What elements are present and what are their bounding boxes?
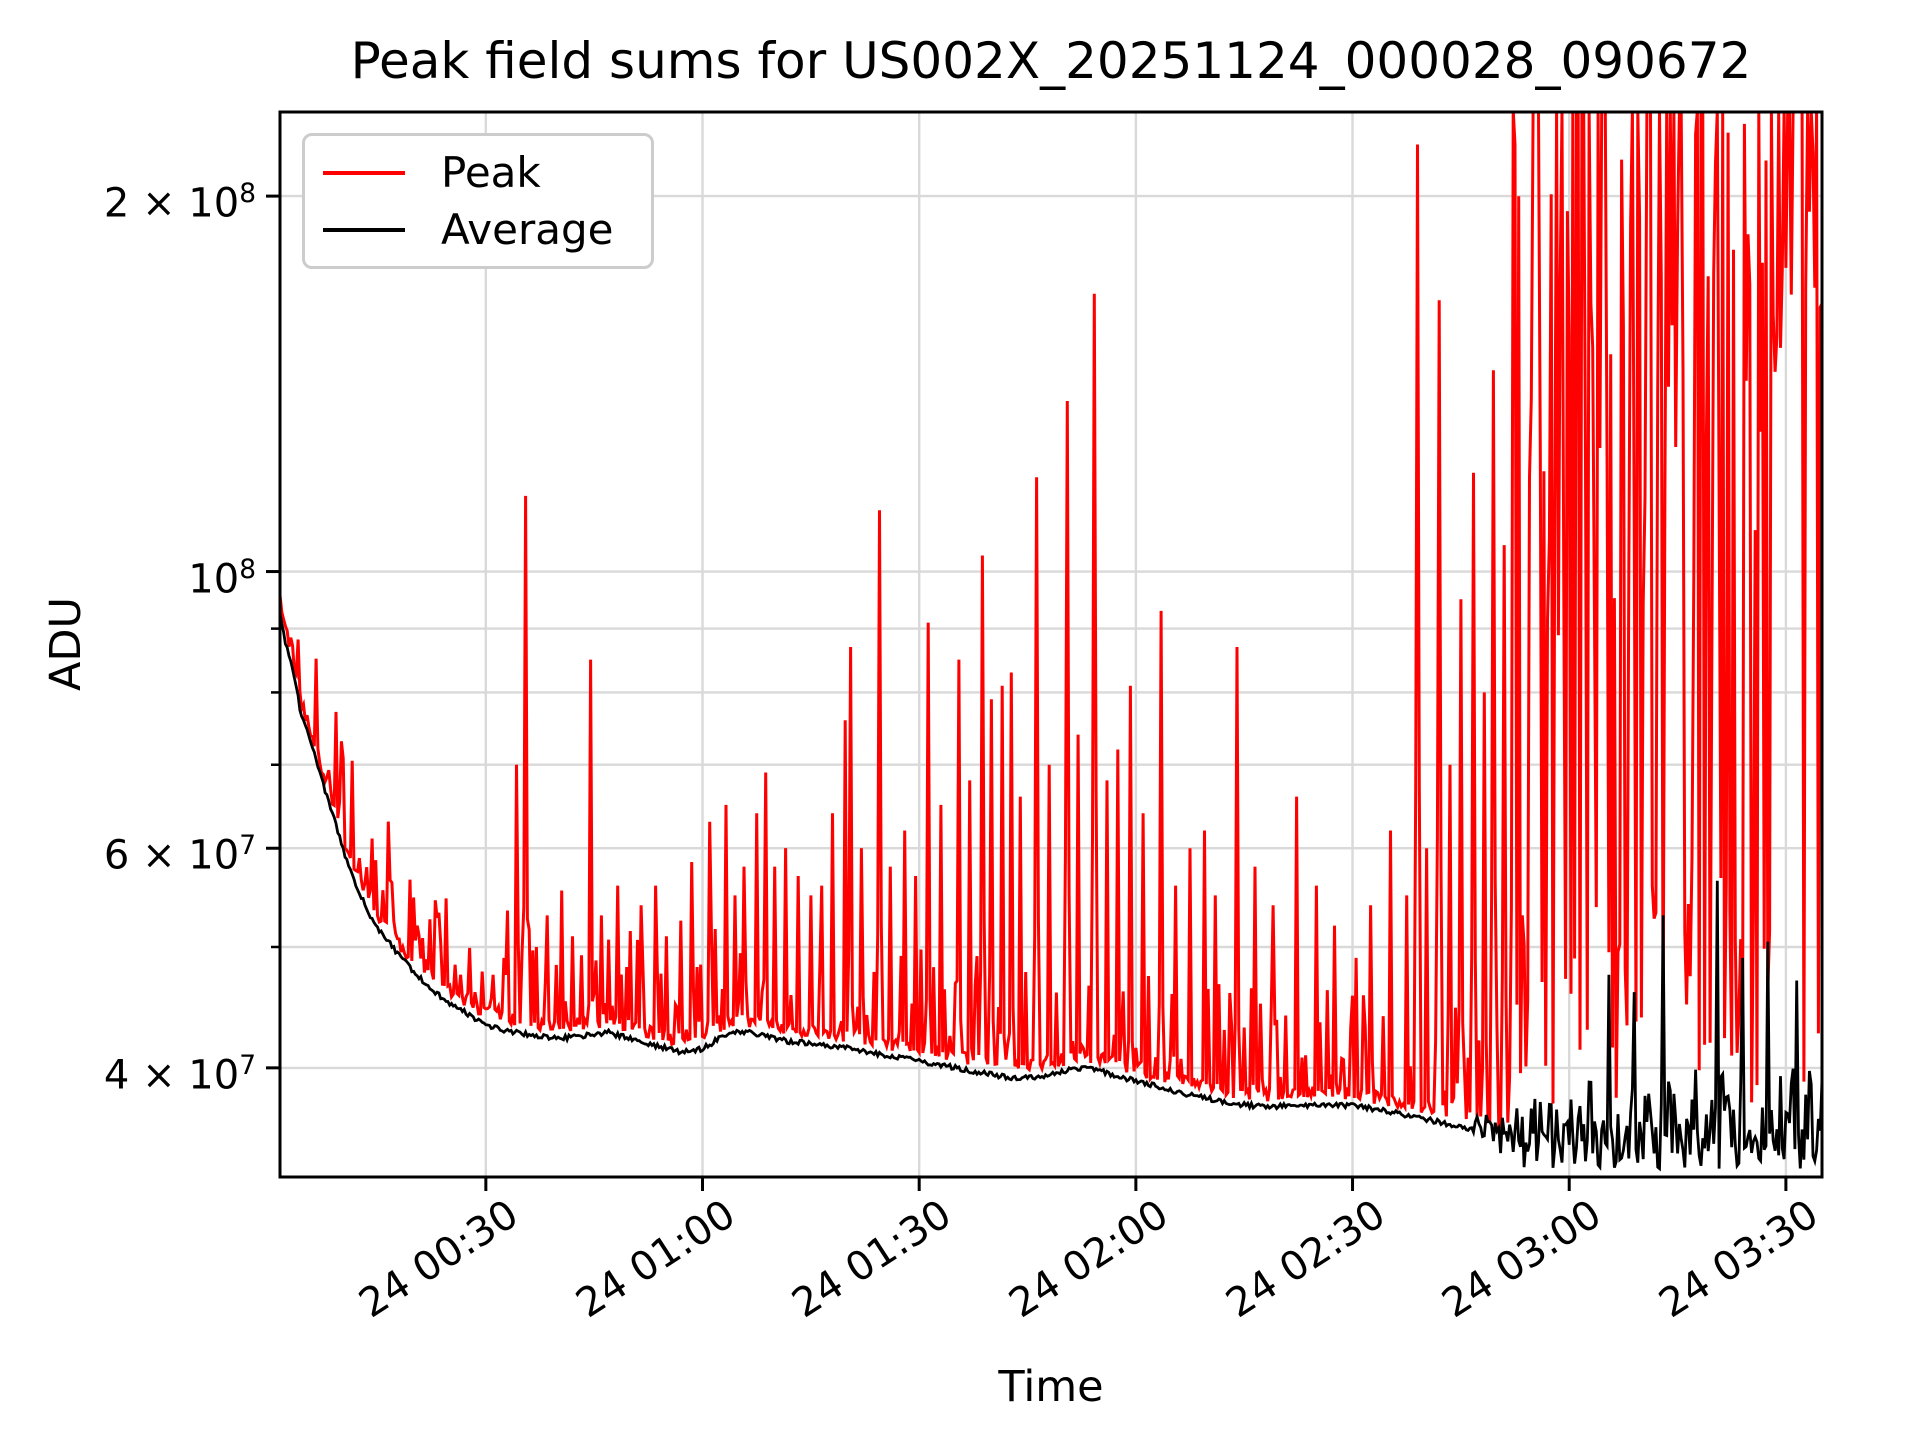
- legend-entry-peak: Peak: [305, 147, 651, 197]
- y-tick-label: 6 × 107: [103, 830, 256, 879]
- y-axis-label: ADU: [41, 597, 91, 691]
- legend-label-peak: Peak: [441, 147, 541, 197]
- legend: Peak Average: [302, 133, 654, 269]
- chart-title: Peak field sums for US002X_20251124_0000…: [350, 32, 1752, 90]
- peak-line-sample: [323, 170, 405, 175]
- x-axis-label: Time: [998, 1362, 1104, 1412]
- y-tick-label: 4 × 107: [103, 1049, 256, 1099]
- average-line-sample: [323, 227, 405, 232]
- y-tick-label: 108: [188, 553, 256, 602]
- y-tick-label: 2 × 108: [103, 178, 256, 227]
- legend-label-average: Average: [441, 204, 614, 254]
- legend-entry-average: Average: [305, 204, 651, 254]
